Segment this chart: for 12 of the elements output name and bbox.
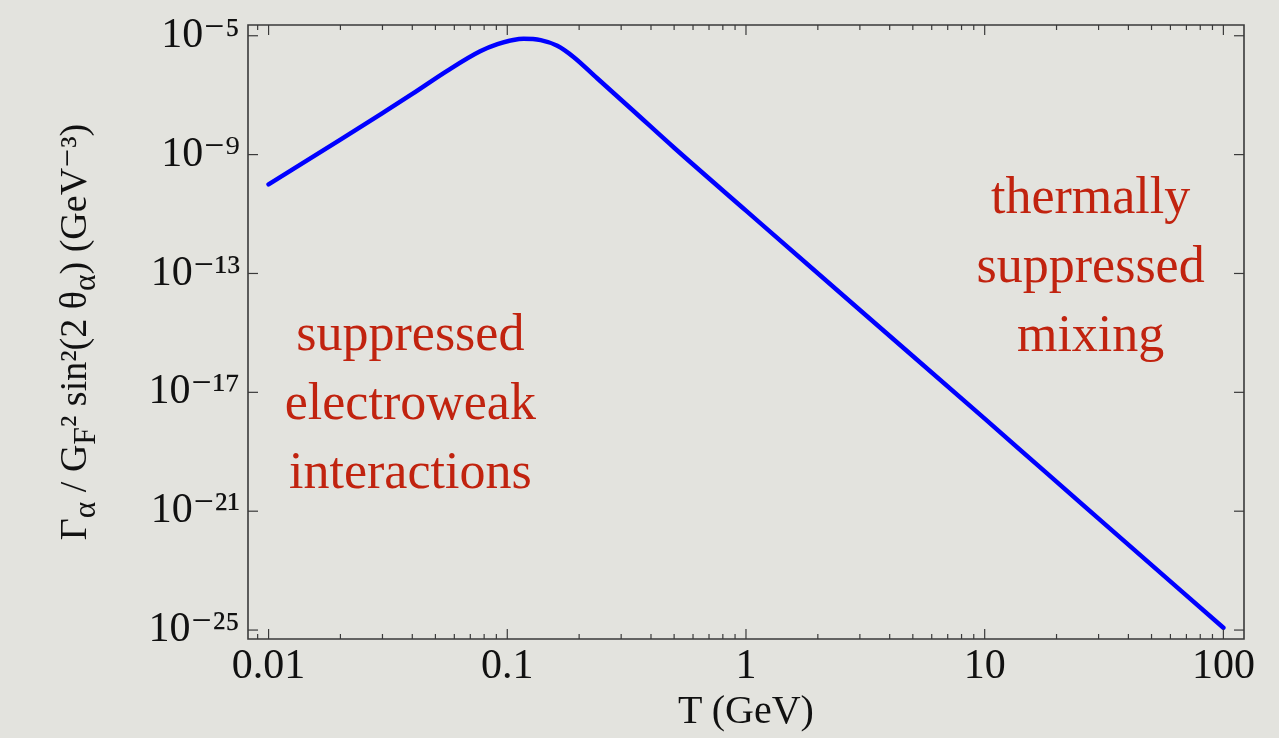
annotation: suppressed electroweak interactions bbox=[284, 303, 536, 502]
x-axis-title: T (GeV) bbox=[678, 686, 814, 732]
y-tick-label: 10⁻¹⁷ bbox=[148, 366, 240, 413]
x-tick-label: 0.1 bbox=[481, 641, 534, 688]
y-tick-label: 10⁻⁹ bbox=[161, 128, 240, 175]
x-tick-label: 100 bbox=[1191, 641, 1255, 688]
x-tick-label: 1 bbox=[735, 641, 757, 688]
x-tick-label: 10 bbox=[963, 641, 1006, 688]
annotation: thermally suppressed mixing bbox=[976, 166, 1205, 365]
y-tick-label: 10⁻¹³ bbox=[150, 247, 240, 294]
y-tick-label: 10⁻²¹ bbox=[150, 485, 240, 532]
y-tick-label: 10⁻⁵ bbox=[161, 9, 240, 56]
